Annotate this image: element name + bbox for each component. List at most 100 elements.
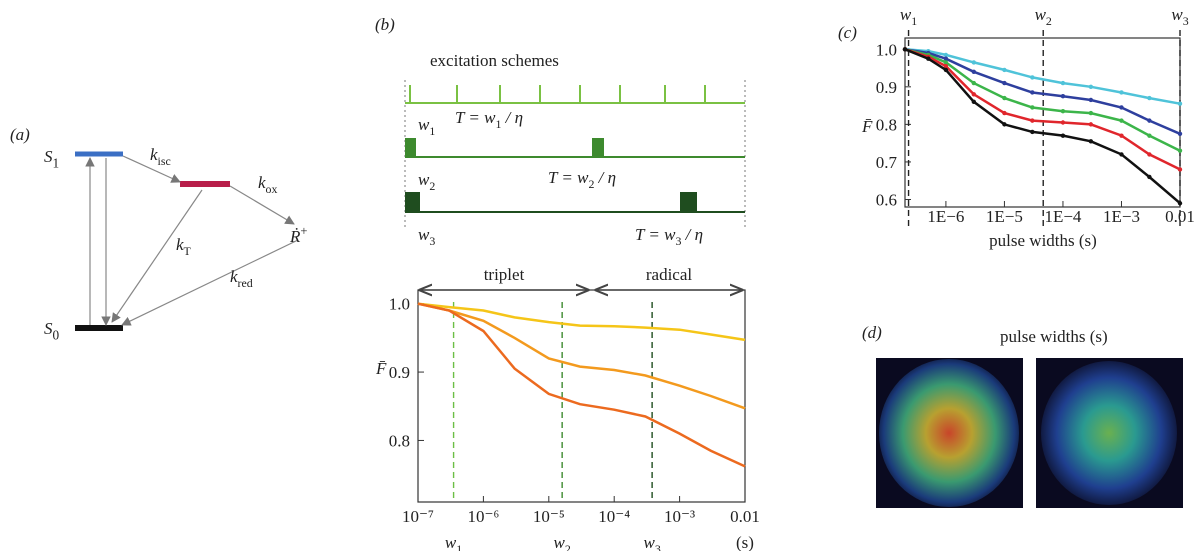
label-part: 3 bbox=[429, 234, 435, 248]
data-point bbox=[944, 60, 948, 64]
pulse bbox=[405, 138, 416, 158]
data-point bbox=[944, 56, 948, 60]
y-tick-label: 0.8 bbox=[876, 115, 897, 134]
label-part: ox bbox=[266, 182, 278, 196]
label-part: w bbox=[1171, 5, 1183, 24]
series-line bbox=[905, 49, 1180, 203]
period-label: T = w2 / η bbox=[548, 168, 616, 191]
label-part: 1 bbox=[429, 124, 435, 138]
state-label: S1 bbox=[44, 147, 59, 171]
x-axis-label: pulse widths (s) bbox=[989, 231, 1097, 250]
x-tick-label: 10⁻³ bbox=[664, 507, 695, 526]
label-part: + bbox=[300, 224, 307, 238]
data-point bbox=[1002, 81, 1006, 85]
data-point bbox=[1147, 152, 1151, 156]
data-point bbox=[1089, 139, 1093, 143]
marker-label: w2 bbox=[554, 533, 571, 551]
data-point bbox=[1119, 118, 1123, 122]
pulse bbox=[592, 138, 604, 158]
data-point bbox=[972, 60, 976, 64]
x-tick-label: 10⁻⁶ bbox=[467, 507, 499, 526]
data-point bbox=[1119, 152, 1123, 156]
label-part: w bbox=[554, 533, 566, 551]
rate-label: kred bbox=[230, 267, 253, 290]
figure: (a)S1S0kisckoxkTkredṘ+(b)excitation sche… bbox=[0, 0, 1201, 551]
marker-label: w3 bbox=[1171, 5, 1188, 28]
image-1-spot bbox=[879, 359, 1019, 507]
x-tick-label: 1E−5 bbox=[986, 207, 1023, 226]
rate-label: kisc bbox=[150, 145, 171, 168]
pulse bbox=[405, 192, 420, 213]
label-part: w bbox=[1035, 5, 1047, 24]
annotation: radical bbox=[646, 265, 693, 284]
data-point bbox=[1030, 118, 1034, 122]
formula-part: T = w bbox=[635, 225, 676, 244]
data-point bbox=[1061, 94, 1065, 98]
label-part: w bbox=[418, 170, 430, 189]
x-tick-label: 1E−4 bbox=[1044, 207, 1081, 226]
label-part: 3 bbox=[1183, 14, 1189, 28]
label-part: 1 bbox=[53, 156, 60, 171]
data-point bbox=[1061, 109, 1065, 113]
data-point bbox=[1147, 96, 1151, 100]
marker-label: w3 bbox=[643, 533, 660, 551]
data-point bbox=[972, 81, 976, 85]
data-point bbox=[1002, 111, 1006, 115]
label-part: 2 bbox=[429, 179, 435, 193]
formula-part: / η bbox=[594, 168, 616, 187]
formula-part: / η bbox=[681, 225, 703, 244]
marker-label: w1 bbox=[445, 533, 462, 551]
y-tick-label: 1.0 bbox=[876, 40, 897, 59]
data-point bbox=[1178, 201, 1182, 205]
data-point bbox=[972, 100, 976, 104]
rate-label: kox bbox=[258, 173, 277, 196]
x-tick-label: 1E−3 bbox=[1103, 207, 1140, 226]
label-part: isc bbox=[158, 154, 171, 168]
y-tick-label: 0.6 bbox=[876, 190, 897, 209]
data-point bbox=[1089, 111, 1093, 115]
label-part: 1 bbox=[911, 14, 917, 28]
data-point bbox=[1061, 120, 1065, 124]
series-line bbox=[418, 304, 745, 467]
width-label: w3 bbox=[418, 225, 435, 248]
data-point bbox=[944, 68, 948, 72]
image-title: pulse widths (s) bbox=[1000, 327, 1108, 346]
data-point bbox=[1178, 148, 1182, 152]
x-tick-label: 10⁻⁵ bbox=[533, 507, 565, 526]
label-part: w bbox=[900, 5, 912, 24]
panel-b-schemes bbox=[405, 80, 745, 230]
marker-label: w1 bbox=[900, 5, 917, 28]
annotation: triplet bbox=[484, 265, 525, 284]
panel-label: (d) bbox=[862, 323, 882, 342]
label-part: 1 bbox=[456, 542, 462, 551]
data-point bbox=[1089, 122, 1093, 126]
data-point bbox=[1147, 133, 1151, 137]
period-label: T = w1 / η bbox=[455, 108, 523, 131]
y-tick-label: 0.7 bbox=[876, 153, 898, 172]
series-line bbox=[418, 304, 745, 409]
state-label: S0 bbox=[44, 319, 60, 343]
label-part: w bbox=[445, 533, 457, 551]
panel-label: (b) bbox=[375, 15, 395, 34]
x-tick-label: 10⁻⁷ bbox=[402, 507, 434, 526]
data-point bbox=[1002, 96, 1006, 100]
label-part: T bbox=[184, 244, 192, 258]
data-point bbox=[1178, 132, 1182, 136]
label-part: red bbox=[238, 276, 253, 290]
y-axis-label: F̄ bbox=[375, 359, 387, 378]
label-part: w bbox=[643, 533, 655, 551]
label-part: Ṙ bbox=[289, 227, 301, 246]
data-point bbox=[1030, 90, 1034, 94]
formula-part: T = w bbox=[548, 168, 589, 187]
label-part: w bbox=[418, 225, 430, 244]
formula-part: T = w bbox=[455, 108, 496, 127]
y-tick-label: 1.0 bbox=[389, 295, 410, 314]
y-tick-label: 0.8 bbox=[389, 431, 410, 450]
data-point bbox=[1178, 102, 1182, 106]
panel-label: (a) bbox=[10, 125, 30, 144]
data-point bbox=[1147, 118, 1151, 122]
x-axis-label: (s) bbox=[736, 533, 754, 551]
marker-label: w2 bbox=[1035, 5, 1052, 28]
image-2-spot bbox=[1041, 361, 1177, 505]
panel-d bbox=[876, 358, 1183, 508]
